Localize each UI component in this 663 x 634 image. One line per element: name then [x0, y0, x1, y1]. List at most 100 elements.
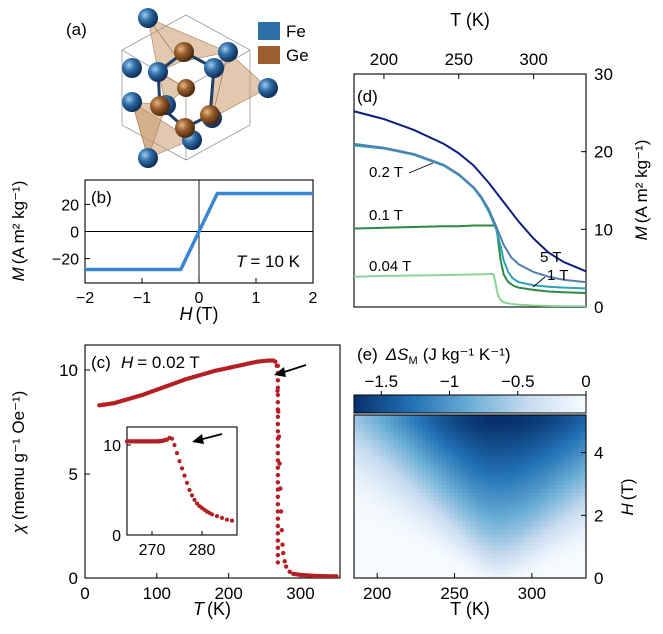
heatmap-cell — [430, 529, 435, 534]
heatmap-cell — [570, 476, 575, 481]
heatmap-cell — [394, 492, 399, 498]
heatmap-cell — [526, 549, 531, 555]
heatmap-cell — [534, 415, 539, 420]
heatmap-cell — [410, 476, 415, 481]
heatmap-cell — [550, 541, 555, 546]
heatmap-cell — [382, 431, 387, 436]
heatmap-cell — [566, 439, 571, 445]
heatmap-cell — [358, 525, 363, 530]
heatmap-cell — [418, 488, 423, 494]
heatmap-cell — [414, 537, 419, 542]
heatmap-cell — [550, 431, 555, 436]
heatmap-cell — [362, 557, 367, 563]
heatmap-cell — [490, 480, 495, 485]
heatmap-cell — [410, 520, 415, 526]
heatmap-cell — [362, 569, 367, 575]
heatmap-cell — [378, 463, 383, 469]
heatmap-cell — [358, 500, 363, 506]
panel-b-xtick-label: 1 — [252, 290, 261, 307]
heatmap-cell — [366, 537, 371, 542]
heatmap-cell — [450, 512, 455, 518]
heatmap-cell — [366, 472, 371, 477]
heatmap-cell — [422, 573, 427, 578]
heatmap-cell — [454, 529, 459, 534]
heatmap-cell — [446, 516, 451, 522]
heatmap-cell — [354, 467, 359, 473]
heatmap-cell — [410, 569, 415, 575]
heatmap-cell — [458, 557, 463, 563]
heatmap-cell — [582, 451, 586, 457]
heatmap-cell — [446, 541, 451, 546]
heatmap-cell — [410, 565, 415, 571]
heatmap-cell — [470, 541, 475, 546]
heatmap-cell — [390, 472, 395, 477]
heatmap-cell — [466, 431, 471, 436]
heatmap-cell — [438, 525, 443, 530]
panel-d-ytick-label: 0 — [594, 298, 603, 317]
heatmap-cell — [434, 533, 439, 538]
heatmap-cell — [370, 561, 375, 567]
heatmap-cell — [486, 455, 491, 461]
heatmap-cell — [354, 520, 359, 526]
heatmap-cell — [366, 447, 371, 453]
heatmap-cell — [522, 549, 527, 555]
heatmap-cell — [490, 415, 495, 420]
heatmap-cell — [374, 415, 379, 420]
heatmap-cell — [410, 529, 415, 534]
heatmap-cell — [394, 423, 399, 428]
heatmap-cell — [554, 520, 559, 526]
heatmap-cell — [482, 476, 487, 481]
heatmap-cell — [382, 561, 387, 567]
heatmap-cell — [382, 415, 387, 420]
heatmap-cell — [358, 533, 363, 538]
heatmap-cell — [358, 537, 363, 542]
heatmap-cell — [378, 549, 383, 555]
heatmap-cell — [410, 415, 415, 420]
heatmap-cell — [498, 545, 503, 551]
heatmap-cell — [382, 525, 387, 530]
heatmap-cell — [366, 557, 371, 563]
heatmap-cell — [502, 529, 507, 534]
heatmap-cell — [358, 467, 363, 473]
heatmap-cell — [454, 415, 459, 420]
heatmap-cell — [526, 492, 531, 498]
heatmap-cell — [486, 415, 491, 420]
panel-c-data-point — [275, 443, 281, 449]
heatmap-cell — [394, 512, 399, 518]
heatmap-cell — [498, 557, 503, 563]
heatmap-cell — [478, 537, 483, 542]
heatmap-cell — [566, 512, 571, 518]
heatmap-cell — [442, 541, 447, 546]
heatmap-cell — [398, 415, 403, 420]
heatmap-cell — [494, 561, 499, 567]
heatmap-cell — [398, 557, 403, 563]
heatmap-cell — [542, 520, 547, 526]
heatmap-cell — [426, 467, 431, 473]
heatmap-cell — [414, 488, 419, 494]
heatmap-cell — [470, 565, 475, 571]
heatmap-cell — [446, 537, 451, 542]
heatmap-cell — [358, 447, 363, 453]
heatmap-cell — [362, 537, 367, 542]
heatmap-cell — [526, 451, 531, 457]
heatmap-cell — [390, 443, 395, 449]
heatmap-cell — [494, 520, 499, 526]
heatmap-cell — [514, 573, 519, 578]
heatmap-cell — [462, 467, 467, 473]
heatmap-cell — [454, 545, 459, 551]
heatmap-cell — [354, 480, 359, 485]
heatmap-cell — [426, 472, 431, 477]
heatmap-cell — [442, 545, 447, 551]
panel-c-xtick-label: 200 — [214, 584, 242, 603]
heatmap-cell — [582, 488, 586, 494]
heatmap-cell — [470, 480, 475, 485]
heatmap-cell — [522, 427, 527, 432]
heatmap-cell — [378, 488, 383, 494]
heatmap-cell — [486, 435, 491, 441]
heatmap-cell — [538, 435, 543, 441]
heatmap-cell — [570, 557, 575, 563]
heatmap-cell — [490, 476, 495, 481]
heatmap-cell — [554, 500, 559, 506]
heatmap-cell — [582, 459, 586, 465]
heatmap-cell — [498, 492, 503, 498]
